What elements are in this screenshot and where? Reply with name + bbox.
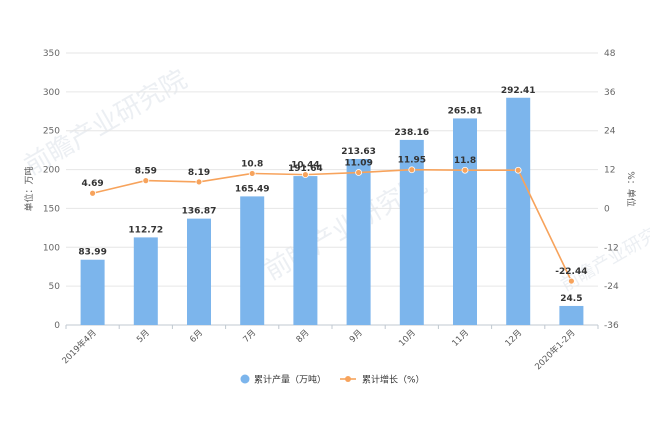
growth-point	[568, 277, 575, 285]
axes: 0 50 100 150 200 250 300 350 -36 -24 -12 0 12 24 36 48 2…	[23, 49, 637, 372]
x-tick-label: 8月	[295, 328, 312, 345]
y-left-tick-label: 200	[43, 166, 60, 176]
line-value-label: 8.19	[188, 168, 210, 178]
bar	[80, 259, 105, 325]
bar-value-label: 24.5	[560, 294, 582, 304]
growth-point	[301, 171, 309, 179]
y-left-tick-label: 100	[43, 243, 60, 253]
x-tick-label: 2020年1-2月	[533, 327, 578, 372]
line-value-label: 11.8	[454, 156, 476, 166]
y-right-tick-label: 48	[604, 49, 616, 59]
y-left-tick-label: 300	[43, 88, 60, 98]
growth-line	[92, 168, 573, 282]
line-value-label: 10.44	[291, 161, 319, 171]
bar	[240, 196, 265, 325]
watermark-text-0: 前瞻产业研究院	[20, 65, 193, 182]
x-tick-label: 11月	[450, 328, 471, 349]
x-tick-label: 2019年4月	[60, 327, 99, 366]
x-tick-label: 12月	[504, 328, 525, 349]
growth-point	[89, 189, 96, 197]
bar	[187, 218, 211, 325]
bar-value-label: 112.72	[128, 225, 163, 235]
bar-value-label: 238.16	[394, 128, 429, 138]
x-tick-label: 6月	[188, 328, 205, 345]
bar-value-label: 191.64	[288, 164, 323, 174]
x-tick-label: 7月	[241, 328, 258, 345]
y-right-tick-label: -12	[604, 243, 619, 253]
growth-point	[248, 170, 256, 177]
bar-value-label: 265.81	[448, 106, 483, 116]
bar	[293, 176, 318, 325]
bar	[506, 97, 531, 326]
y-right-tick-label: 12	[604, 166, 615, 176]
growth-point	[142, 177, 150, 185]
line-value-label: 8.59	[135, 167, 157, 177]
bar	[346, 158, 371, 325]
bar	[453, 118, 477, 325]
growth-point	[461, 166, 469, 174]
y-right-tick-label: 36	[604, 88, 616, 98]
line-series	[89, 166, 575, 285]
y-right-tick-label: -36	[604, 321, 619, 331]
y-left-axis-title: 单位：万吨	[23, 166, 35, 211]
growth-point	[355, 169, 363, 176]
bar-value-label: 213.63	[341, 147, 376, 157]
growth-point	[514, 166, 522, 174]
y-left-tick-label: 50	[49, 282, 61, 292]
y-right-tick-label: -24	[604, 282, 619, 292]
bar-value-label: 292.41	[501, 86, 536, 96]
legend-line-marker	[345, 376, 351, 382]
growth-point	[408, 166, 416, 174]
y-right-axis-title: %：单位	[625, 171, 637, 207]
bar-value-label: 165.49	[235, 184, 270, 194]
y-right-tick-label: 24	[604, 127, 616, 137]
y-left-tick-label: 150	[43, 204, 60, 214]
x-tick-label: 10月	[397, 328, 418, 349]
data-labels: 83.99 112.72 136.87 165.49 191.64 213.63 238.1…	[78, 86, 587, 304]
legend-line-label: 累计增长（%）	[362, 374, 425, 386]
bar-series	[80, 97, 584, 326]
bar-value-label: 83.99	[78, 248, 106, 258]
x-tick-label: 9月	[348, 328, 365, 345]
line-value-label: 10.8	[241, 159, 263, 169]
bar-value-label: 136.87	[182, 207, 217, 217]
y-left-tick-label: 0	[54, 321, 60, 331]
bar	[559, 305, 584, 325]
line-value-label: 11.95	[398, 156, 426, 166]
legend: 累计产量（万吨） 累计增长（%）	[240, 374, 425, 386]
y-left-tick-label: 250	[43, 127, 60, 137]
line-value-label: -22.44	[555, 267, 587, 277]
legend-bar-label: 累计产量（万吨）	[254, 374, 326, 386]
y-right-tick-label: 0	[604, 204, 610, 214]
bar	[133, 237, 158, 325]
line-value-label: 4.69	[81, 179, 103, 189]
x-tick-label: 5月	[135, 328, 152, 345]
legend-bar-swatch	[240, 374, 250, 384]
growth-point	[195, 178, 203, 186]
line-value-label: 11.09	[344, 159, 372, 169]
y-left-tick-label: 350	[43, 49, 60, 59]
